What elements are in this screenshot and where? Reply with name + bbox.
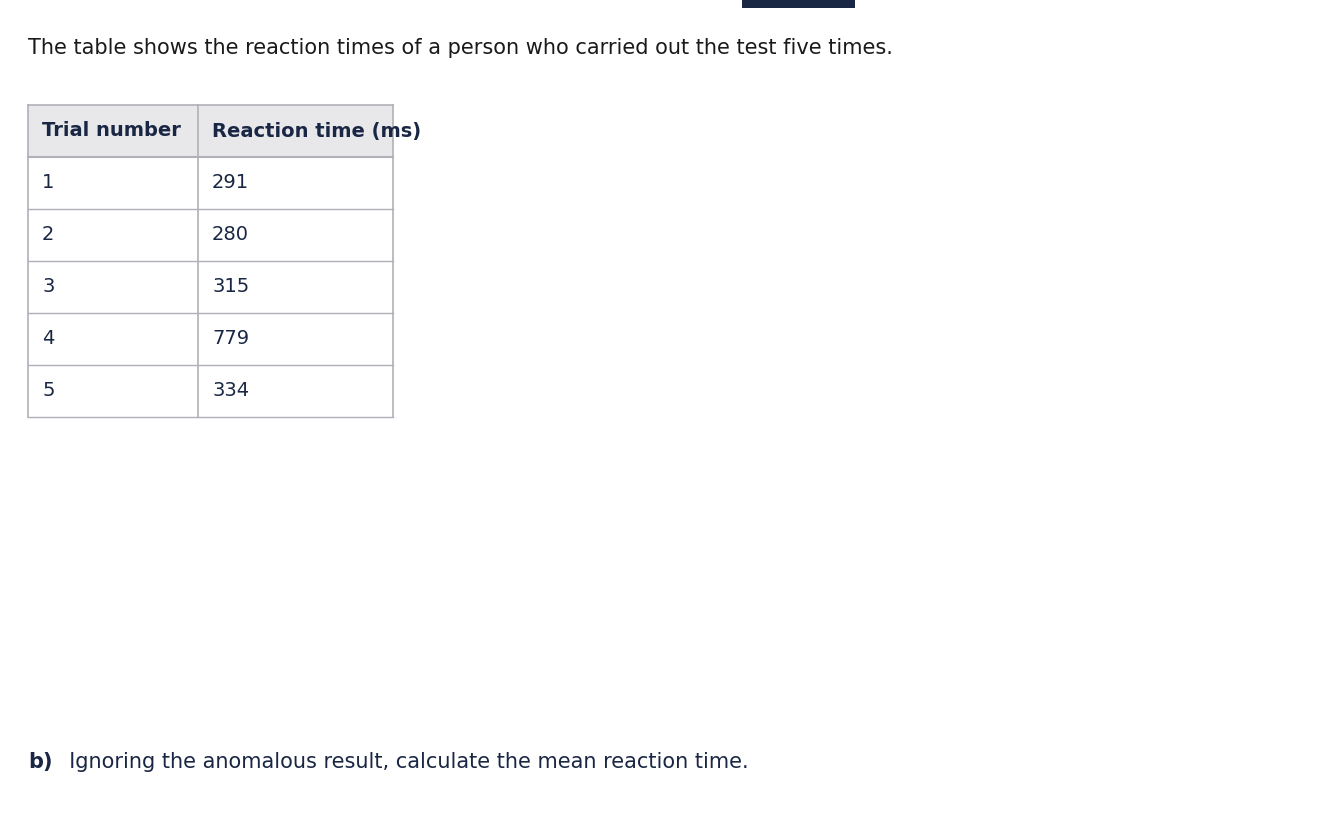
- Text: The table shows the reaction times of a person who carried out the test five tim: The table shows the reaction times of a …: [28, 38, 892, 58]
- Text: Trial number: Trial number: [41, 121, 181, 141]
- Text: 3: 3: [41, 278, 55, 296]
- Text: 779: 779: [211, 330, 249, 348]
- Bar: [28, 105, 393, 157]
- Text: b): b): [28, 752, 52, 772]
- Text: 2: 2: [41, 225, 55, 244]
- Text: Ignoring the anomalous result, calculate the mean reaction time.: Ignoring the anomalous result, calculate…: [56, 752, 749, 772]
- Text: 4: 4: [41, 330, 55, 348]
- Text: 315: 315: [211, 278, 249, 296]
- Text: 280: 280: [211, 225, 249, 244]
- Text: 1: 1: [41, 173, 55, 192]
- Text: Reaction time (ms): Reaction time (ms): [211, 121, 421, 141]
- Text: 334: 334: [211, 382, 249, 400]
- Bar: [743, 0, 855, 8]
- Text: 5: 5: [41, 382, 55, 400]
- Text: 291: 291: [211, 173, 249, 192]
